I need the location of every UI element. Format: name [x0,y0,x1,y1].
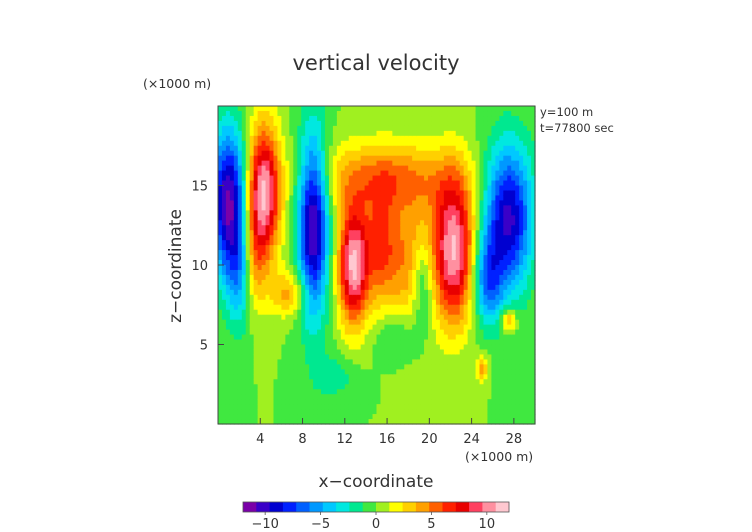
colorbar-tick-label: −10 [251,517,278,532]
colorbar-swatch [455,502,470,512]
colorbar-swatch [243,502,257,512]
colorbar-swatch [309,502,324,512]
colorbar-swatch [349,502,364,512]
colorbar-swatch [402,502,417,512]
colorbar-swatch [495,502,510,512]
colorbar-swatch [269,502,284,512]
y-tick-label: 10 [191,259,208,274]
colorbar-swatch [469,502,483,512]
colorbar-tick-label: 10 [479,517,496,532]
colorbar-tick-label: −5 [311,517,330,532]
x-axis-label: x−coordinate [319,472,434,492]
colorbar-swatch [429,502,443,512]
colorbar-swatch [376,502,390,512]
y-unit-label: (×1000 m) [143,76,211,91]
colorbar-swatch [322,502,337,512]
colorbar: −10 −5 0 5 10 [242,501,510,532]
x-unit-label: (×1000 m) [465,449,533,464]
colorbar-swatch [256,502,270,512]
colorbar-swatch [389,502,403,512]
x-tick-label: 12 [337,432,354,447]
colorbar-swatch [362,502,377,512]
colorbar-tick-label: 5 [427,517,435,532]
colorbar-swatch [282,502,297,512]
annotation-y: y=100 m [540,105,593,119]
chart-title: vertical velocity [292,51,459,75]
x-tick-label: 20 [421,432,438,447]
colorbar-swatch [442,502,457,512]
x-tick-label: 28 [506,432,523,447]
y-tick-label: 15 [191,180,208,195]
x-tick-label: 4 [256,432,264,447]
colorbar-swatch [415,502,430,512]
colorbar-tick-label: 0 [372,517,380,532]
colorbar-swatch [296,502,310,512]
plot-axes: 4 8 12 16 20 24 28 5 10 15 [191,105,536,447]
colorbar-swatch [482,502,497,512]
y-tick-label: 5 [200,339,208,354]
x-tick-label: 16 [379,432,396,447]
y-axis-label: z−coordinate [166,209,186,323]
colorbar-swatch [336,502,350,512]
contour-plot [218,106,536,425]
x-tick-label: 24 [463,432,480,447]
annotation-t: t=77800 sec [540,121,614,135]
x-tick-label: 8 [298,432,306,447]
